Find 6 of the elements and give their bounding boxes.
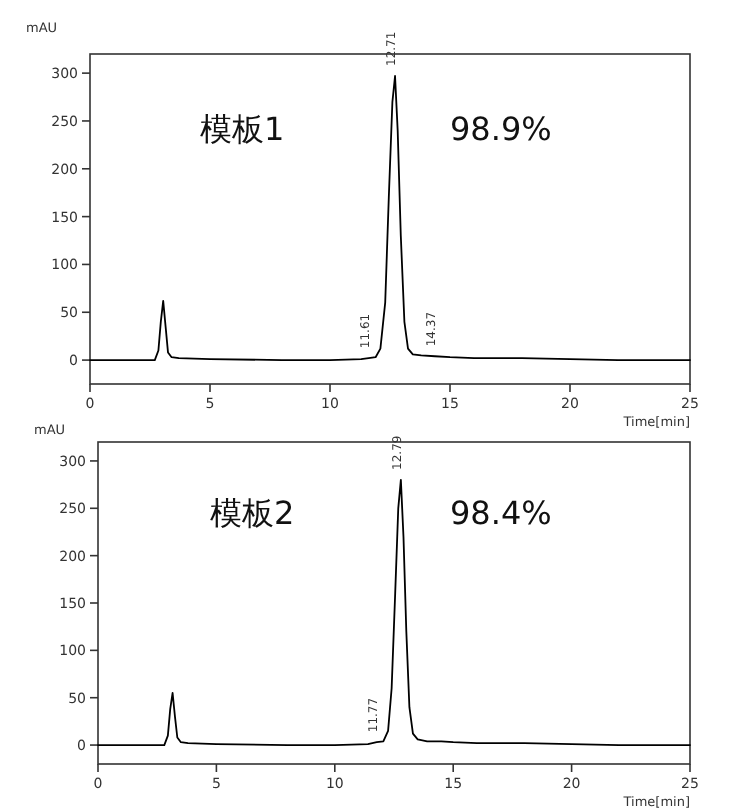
line-series (97, 478, 691, 746)
annotation: 模板1 (200, 110, 285, 148)
annotation: 98.4% (450, 494, 552, 532)
line-series (89, 75, 691, 361)
annotation: 98.9% (450, 110, 552, 148)
annotation: 模板2 (210, 494, 295, 532)
